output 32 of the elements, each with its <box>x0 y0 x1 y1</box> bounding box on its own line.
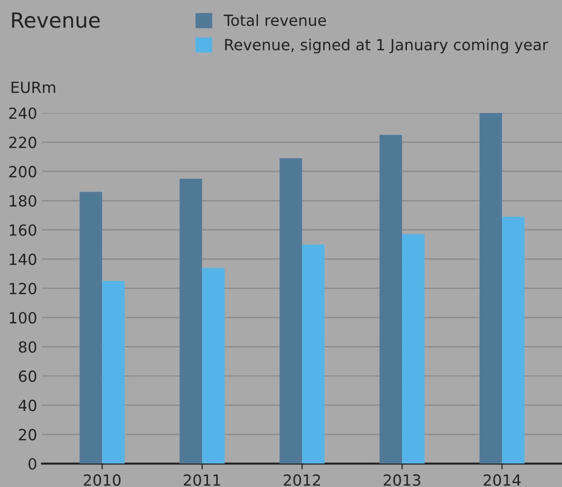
legend-label: Total revenue <box>224 14 326 26</box>
bar <box>380 134 402 464</box>
bar <box>480 112 502 464</box>
bar <box>280 158 302 464</box>
bar <box>202 268 225 464</box>
bar <box>302 244 325 464</box>
x-tick-label: 2011 <box>184 474 220 486</box>
legend-label: Revenue, signed at 1 January coming year <box>225 38 548 54</box>
y-tick-label: 80 <box>18 341 36 353</box>
y-tick-label: 20 <box>18 428 36 440</box>
bar <box>180 178 202 464</box>
y-tick-label: 160 <box>10 224 36 236</box>
y-tick-label: 220 <box>9 136 36 148</box>
y-tick-label: 0 <box>28 458 36 470</box>
y-tick-label: 120 <box>10 282 36 294</box>
y-tick-label: 240 <box>9 107 36 120</box>
y-axis-title: EURm <box>12 82 56 94</box>
y-tick-label: 140 <box>10 254 36 266</box>
bar <box>80 192 102 464</box>
y-tick-label: 180 <box>10 195 36 207</box>
chart-title: Revenue <box>12 12 100 28</box>
y-tick-label: 40 <box>18 400 36 412</box>
bar <box>102 281 125 464</box>
y-tick-label: 60 <box>18 370 36 382</box>
x-tick-label: 2012 <box>284 474 320 486</box>
y-tick-label: 200 <box>9 166 36 178</box>
bar <box>502 216 525 464</box>
bar <box>402 234 425 464</box>
y-tick-label: 100 <box>10 312 36 324</box>
x-tick-label: 2013 <box>384 474 420 486</box>
x-tick-label: 2014 <box>484 474 521 486</box>
x-tick-label: 2010 <box>84 474 121 486</box>
